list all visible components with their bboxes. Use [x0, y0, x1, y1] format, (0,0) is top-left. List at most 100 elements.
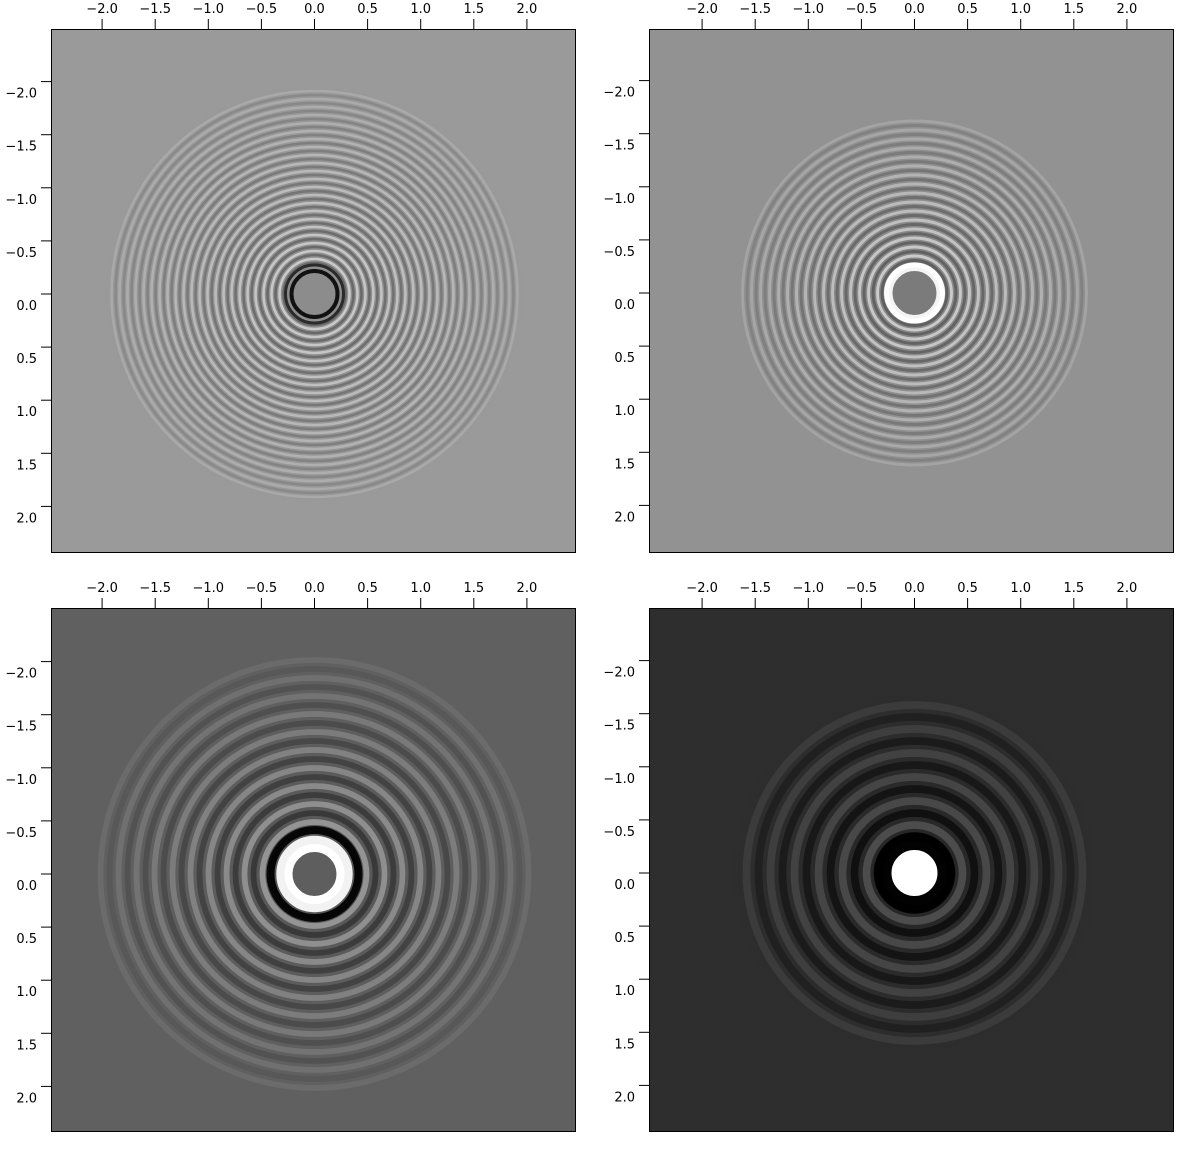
- ring-dark: [194, 173, 435, 415]
- ring-light: [241, 801, 388, 947]
- x-tick-label: 1.0: [410, 2, 431, 17]
- y-tick-label: 0.5: [614, 931, 635, 946]
- ring-dark: [781, 160, 1048, 426]
- x-tick-label: −2.0: [686, 581, 718, 596]
- ring-dark: [210, 189, 419, 399]
- ring-pattern: [84, 644, 545, 1104]
- x-tick-label: 1.0: [1010, 2, 1031, 17]
- y-tick-label: 1.5: [614, 1037, 635, 1052]
- x-tick-label: 0.0: [904, 581, 925, 596]
- plot-frame: [649, 29, 1174, 553]
- ring-dark: [799, 178, 1030, 408]
- diffraction-panel-top-left: −2.0 −1.5 −1.0 −0.5 0.0 0.5 1.0 1.5 2.0 −2.0 −1.5 −…: [5, 2, 576, 553]
- ring-light: [134, 113, 495, 475]
- ring-light: [198, 177, 431, 411]
- y-tick-label: −2.0: [603, 86, 635, 101]
- x-tick-label: 0.0: [304, 581, 325, 596]
- ring-dark: [778, 737, 1051, 1009]
- ring-light: [187, 747, 442, 1001]
- ring-light: [174, 153, 455, 435]
- ring-dark: [218, 197, 411, 391]
- plot-frame: [51, 29, 576, 553]
- ring-light: [270, 249, 359, 339]
- ring-dark: [234, 213, 395, 375]
- x-tick-label: −2.0: [86, 2, 118, 17]
- y-tick-label: −1.0: [603, 772, 635, 787]
- x-tick-label: 1.5: [1063, 581, 1084, 596]
- y-tick-label: −1.5: [5, 720, 37, 735]
- occulter-disk: [288, 268, 341, 320]
- ring-dark: [850, 809, 979, 937]
- ring-light: [206, 185, 423, 403]
- ring-light: [777, 155, 1052, 431]
- ring-light: [133, 693, 496, 1055]
- ring-light: [97, 657, 532, 1091]
- ring-dark: [844, 223, 985, 363]
- x-tick-label: −0.5: [246, 2, 278, 17]
- y-tick-label: 0.0: [614, 298, 635, 313]
- y-tick-label: −0.5: [5, 826, 37, 841]
- x-tick-label: −0.5: [846, 2, 878, 17]
- ring-dark: [817, 196, 1012, 390]
- edge-dark-ring: [284, 263, 345, 325]
- x-tick-label: −2.0: [686, 2, 718, 17]
- y-tick-label: −1.5: [603, 719, 635, 734]
- ring-light: [214, 193, 415, 395]
- occulter-disk: [892, 851, 937, 895]
- ring-dark: [274, 253, 355, 335]
- ring-light: [182, 161, 447, 427]
- y-tick-label: −1.0: [5, 193, 37, 208]
- ring-dark: [122, 101, 507, 487]
- ring-dark: [170, 149, 459, 439]
- ring-dark: [242, 221, 387, 367]
- x-tick-label: 0.5: [357, 2, 378, 17]
- plot-frame: [51, 608, 576, 1132]
- ring-dark: [250, 810, 379, 938]
- ring-dark: [802, 761, 1027, 985]
- ring-dark: [790, 169, 1039, 417]
- ring-pattern: [674, 633, 1155, 1113]
- ring-light: [110, 89, 519, 499]
- y-tick-label: −1.0: [5, 773, 37, 788]
- y-tick-label: 2.0: [16, 1091, 37, 1106]
- ring-dark: [154, 133, 475, 455]
- y-tick-label: −0.5: [5, 246, 37, 261]
- y-tick-label: 0.5: [16, 932, 37, 947]
- disk-edge: [891, 850, 938, 896]
- x-tick-label: 0.5: [957, 2, 978, 17]
- ring-light: [790, 749, 1039, 997]
- x-tick-label: 0.5: [957, 581, 978, 596]
- secondary-band: [266, 826, 363, 922]
- ring-light: [246, 225, 383, 363]
- ring-light: [759, 137, 1070, 449]
- ring-dark: [763, 142, 1066, 444]
- x-tick-label: −1.0: [193, 2, 225, 17]
- ring-dark: [826, 205, 1003, 381]
- y-tick-label: 0.0: [614, 878, 635, 893]
- x-tick-label: 2.0: [1117, 2, 1138, 17]
- x-tick-label: −1.0: [193, 581, 225, 596]
- ring-light: [278, 257, 351, 331]
- ring-light: [126, 105, 503, 483]
- ring-light: [876, 254, 953, 332]
- ring-light: [813, 191, 1016, 395]
- ring-dark: [186, 165, 443, 423]
- ring-light: [840, 218, 989, 368]
- ring-dark: [745, 124, 1084, 462]
- ring-light: [858, 236, 971, 350]
- ring-light: [238, 217, 391, 371]
- y-tick-label: 2.0: [614, 510, 635, 525]
- x-tick-label: −1.0: [793, 2, 825, 17]
- x-tick-label: −1.5: [139, 581, 171, 596]
- x-tick-label: 1.5: [463, 581, 484, 596]
- x-tick-label: 1.0: [410, 581, 431, 596]
- ring-dark: [138, 117, 491, 471]
- ring-light: [254, 233, 375, 355]
- primary-band: [873, 832, 956, 914]
- occulter-disk: [890, 269, 939, 317]
- ring-dark: [162, 141, 467, 447]
- ring-dark: [106, 666, 523, 1082]
- x-tick-label: 1.5: [463, 2, 484, 17]
- ring-dark: [258, 237, 371, 351]
